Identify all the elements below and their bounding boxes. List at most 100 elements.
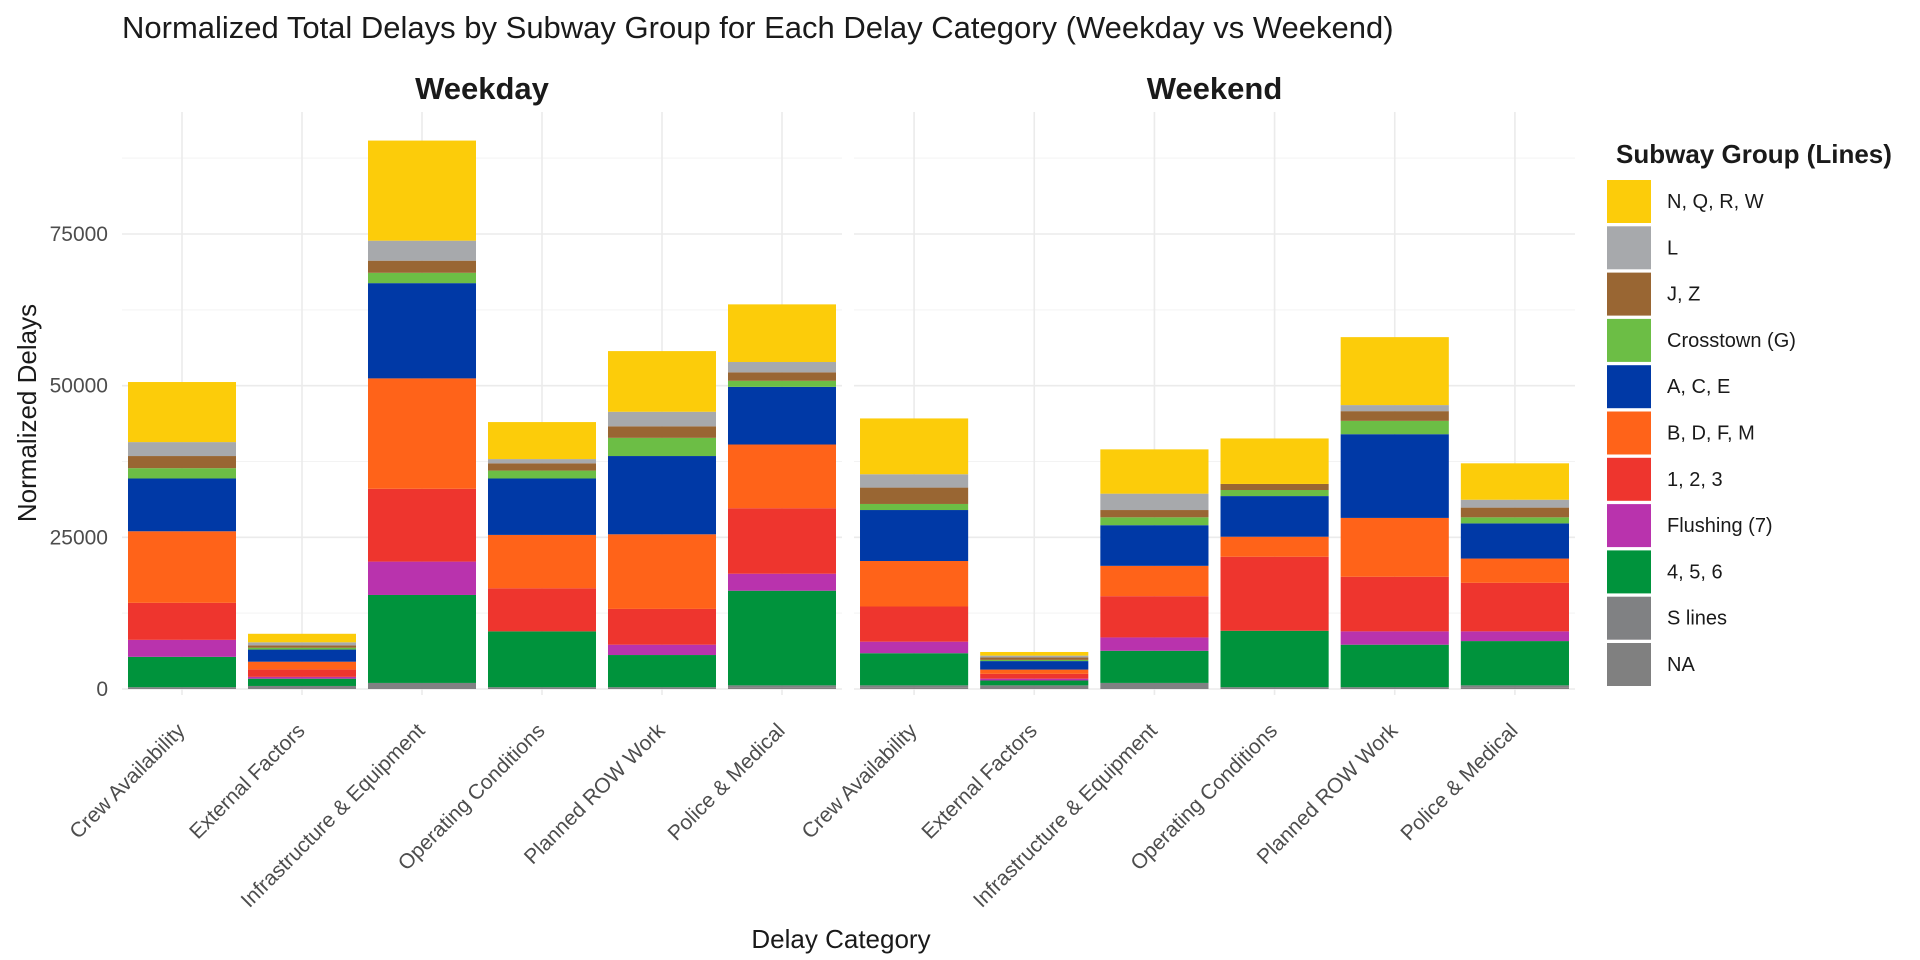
bar-segment xyxy=(728,685,836,688)
bar-segment xyxy=(1340,411,1449,421)
bar-segment xyxy=(980,651,1089,656)
bar-segment xyxy=(1460,558,1569,583)
y-tick-label: 75000 xyxy=(50,223,108,246)
bar-segment xyxy=(1340,644,1449,688)
bar-segment xyxy=(1340,576,1449,632)
bar-segment xyxy=(980,657,1089,660)
bar-segment xyxy=(728,573,836,591)
legend-swatch xyxy=(1607,180,1651,223)
bar-segment xyxy=(128,687,236,689)
legend-label: J, Z xyxy=(1667,284,1700,306)
bar-segment xyxy=(1220,483,1329,491)
bar-segment xyxy=(368,682,476,689)
bar-segment xyxy=(1220,490,1329,497)
bar-segment xyxy=(728,590,836,686)
bar-segment xyxy=(128,382,236,443)
bar-segment xyxy=(368,283,476,379)
bar-segment xyxy=(128,442,236,457)
legend-label: B, D, F, M xyxy=(1667,423,1755,445)
legend-item: A, C, E xyxy=(1607,365,1730,409)
bar-segment xyxy=(608,534,716,609)
y-tick-label: 25000 xyxy=(50,526,108,549)
bar-segment xyxy=(860,487,969,504)
bar-segment xyxy=(608,608,716,645)
legend-swatch xyxy=(1607,550,1651,594)
bar-segment xyxy=(128,531,236,603)
bar-segment xyxy=(488,470,596,479)
bar-segment xyxy=(860,503,969,511)
bar-segment xyxy=(860,474,969,488)
legend-item: N, Q, R, W xyxy=(1607,180,1764,223)
legend-item: NA xyxy=(1607,643,1695,686)
bar-segment xyxy=(980,659,1089,662)
bar-segment xyxy=(1460,582,1569,632)
legend-item: L xyxy=(1607,226,1678,270)
bar-segment xyxy=(368,240,476,261)
bar-segment xyxy=(608,351,716,412)
bar-segment xyxy=(1340,337,1449,406)
bar-segment xyxy=(608,644,716,656)
x-tick-label: External Factors xyxy=(917,719,1041,843)
bar-segment xyxy=(1340,434,1449,518)
bar-segment xyxy=(368,272,476,284)
bar-segment xyxy=(860,606,969,642)
bar-segment xyxy=(128,639,236,657)
x-tick-label: Police & Medical xyxy=(1396,719,1522,845)
bar-segment xyxy=(1460,631,1569,642)
bar-segment xyxy=(728,372,836,381)
bar-segment xyxy=(248,642,356,646)
bar-segment xyxy=(1100,682,1209,689)
y-tick-label: 0 xyxy=(96,678,108,701)
bar-segment xyxy=(128,602,236,640)
bar-segment xyxy=(248,678,356,686)
bar-segment xyxy=(980,655,1089,658)
bar-segment xyxy=(980,669,1089,674)
bar-segment xyxy=(368,260,476,273)
bar-segment xyxy=(1100,650,1209,683)
legend-label: 4, 5, 6 xyxy=(1667,561,1723,583)
bar-segment xyxy=(980,685,1089,689)
legend-label: NA xyxy=(1667,654,1695,676)
bar-segment xyxy=(488,534,596,589)
y-tick-label: 50000 xyxy=(50,375,108,398)
y-axis-title: Normalized Delays xyxy=(12,304,42,522)
x-tick-label: Crew Availability xyxy=(798,719,922,843)
x-tick-label: Crew Availability xyxy=(65,719,189,843)
bar-segment xyxy=(608,456,716,535)
bar-segment xyxy=(248,685,356,689)
bar-segment xyxy=(128,478,236,532)
bar-segment xyxy=(488,463,596,471)
x-tick-label: External Factors xyxy=(185,719,309,843)
bar-segment xyxy=(1100,637,1209,651)
legend-label: Crosstown (G) xyxy=(1667,330,1796,352)
legend-swatch xyxy=(1607,365,1651,409)
bar-segment xyxy=(1220,536,1329,557)
legend-swatch xyxy=(1607,318,1651,362)
legend-item: Flushing (7) xyxy=(1607,504,1773,548)
bar-segment xyxy=(608,437,716,457)
bar-segment xyxy=(1220,630,1329,688)
bar-segment xyxy=(1460,641,1569,686)
bar-segment xyxy=(1100,449,1209,494)
facet-label: Weekend xyxy=(1147,71,1283,106)
x-axis-title: Delay Category xyxy=(751,924,930,954)
bar-segment xyxy=(728,687,836,689)
bar-segment xyxy=(860,653,969,686)
bar-segment xyxy=(248,645,356,648)
bar-segment xyxy=(980,680,1089,686)
bar-segment xyxy=(368,594,476,683)
bar-segment xyxy=(1340,687,1449,689)
bar-segment xyxy=(728,386,836,445)
bar-segment xyxy=(1100,517,1209,526)
legend-item: S lines xyxy=(1607,596,1727,640)
bar-segment xyxy=(980,678,1089,681)
bar-segment xyxy=(488,459,596,464)
chart-title: Normalized Total Delays by Subway Group … xyxy=(122,10,1394,45)
bar-segment xyxy=(248,647,356,650)
legend-swatch xyxy=(1607,643,1651,686)
bar-segment xyxy=(1220,496,1329,537)
legend-item: J, Z xyxy=(1607,272,1700,316)
